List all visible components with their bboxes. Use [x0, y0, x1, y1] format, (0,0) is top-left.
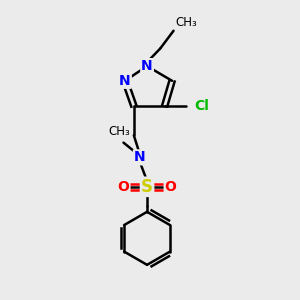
Text: O: O [165, 180, 176, 194]
Text: CH₃: CH₃ [108, 124, 130, 138]
Text: Cl: Cl [194, 99, 209, 113]
Text: S: S [141, 178, 153, 196]
Text: N: N [134, 150, 146, 164]
Text: N: N [141, 59, 153, 73]
Text: N: N [119, 74, 131, 88]
Text: O: O [118, 180, 129, 194]
Text: CH₃: CH₃ [175, 16, 197, 29]
